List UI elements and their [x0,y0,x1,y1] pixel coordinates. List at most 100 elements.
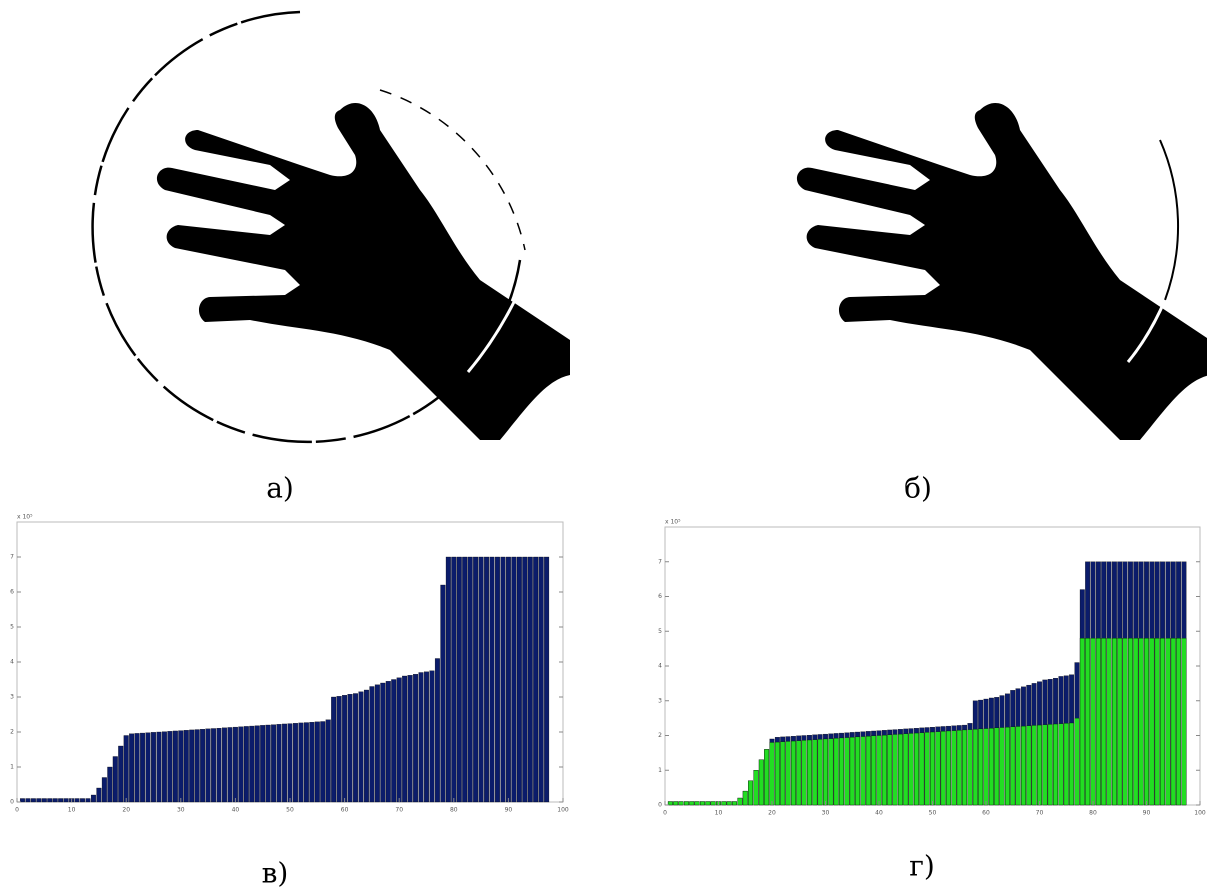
image-b [796,102,1207,440]
bar [962,729,968,806]
bar [380,682,386,803]
bar [456,556,462,803]
bar [358,691,364,803]
bar [935,731,941,806]
bar [1047,724,1053,806]
bar [774,741,780,806]
y-tick-label: 3 [658,697,662,704]
x-tick-label: 40 [232,807,240,814]
x-tick-label: 90 [1143,810,1151,817]
bar [1074,717,1080,806]
bar [764,749,770,806]
bar [118,745,124,803]
bar [1063,723,1069,806]
y-tick-label: 1 [10,764,14,771]
bar [331,696,337,803]
x-tick-label: 80 [450,807,458,814]
x-tick-label: 20 [768,810,776,817]
y-tick-label: 4 [10,659,14,666]
bar [812,739,818,806]
bar [151,732,156,803]
bar [972,729,978,806]
y-tick-label: 7 [658,558,662,565]
bar [222,727,227,803]
bar [505,556,511,803]
bar [342,695,348,803]
y-tick-label: 2 [658,732,662,739]
bar [1021,725,1026,806]
x-tick-label: 70 [395,807,403,814]
bar [748,780,754,806]
panel-caption: а) [266,472,294,505]
bar [924,732,930,806]
bar [956,730,962,806]
y-tick-label: 6 [10,589,14,596]
bar [402,675,408,803]
bar [946,730,951,806]
bar [500,556,506,803]
bar [683,801,689,806]
bar [881,735,887,806]
bar [96,787,102,803]
bar [353,693,358,803]
bar [140,732,146,803]
bar [753,770,759,806]
bar [314,721,320,803]
x-tick-label: 40 [875,810,883,817]
bar [844,737,850,806]
bar [74,798,80,803]
bar [1160,638,1165,806]
x-tick-label: 10 [68,807,76,814]
bar [919,732,925,806]
bar [1181,638,1187,806]
bar [205,728,211,803]
y-scale-label: x 10⁵ [17,514,33,521]
bar [994,727,1000,806]
bar [36,798,42,803]
bar [999,727,1005,806]
x-tick-label: 30 [822,810,830,817]
bar [1101,638,1107,806]
bar [790,740,796,806]
bar [287,723,293,803]
bar [320,721,326,803]
bar [694,801,700,806]
bar [194,729,200,803]
bar [265,724,271,803]
bar [489,556,495,803]
bar [123,735,129,803]
x-tick-label: 0 [15,807,19,814]
x-tick-label: 0 [663,810,667,817]
bar [391,679,397,803]
bar [47,798,53,803]
bar [25,798,31,803]
y-tick-label: 0 [658,802,662,809]
bar [282,723,288,803]
bar [522,556,528,803]
bar [860,736,866,806]
image-a [91,10,571,444]
bar [418,672,424,803]
bar [167,731,173,803]
bar [988,728,994,806]
x-tick-label: 60 [982,810,990,817]
bar [527,556,533,803]
bar [30,798,36,803]
bar [780,741,786,806]
bar [1106,638,1112,806]
x-tick-label: 80 [1089,810,1097,817]
bar [303,722,309,803]
bar [742,790,748,806]
bar [407,675,413,803]
bar [1176,638,1182,806]
bar [1128,638,1133,806]
x-tick-label: 50 [929,810,937,817]
bar [1144,638,1149,806]
bar [445,556,451,803]
x-tick-label: 100 [1194,810,1206,817]
bar [855,736,861,806]
bar [1170,638,1176,806]
bar [211,728,217,803]
bar [276,724,282,803]
bar [101,777,107,803]
